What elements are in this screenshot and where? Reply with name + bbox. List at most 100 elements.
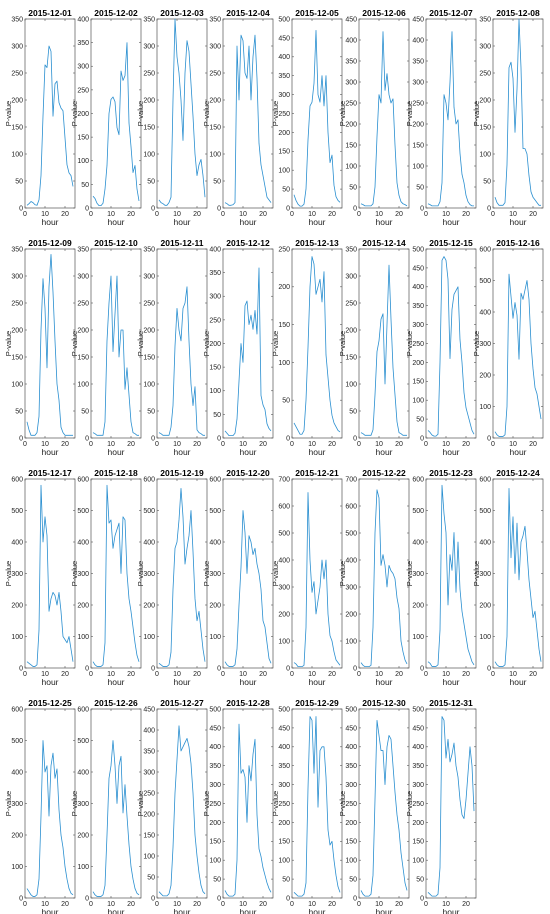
y-tick-label: 50 bbox=[213, 178, 221, 185]
y-axis-label: P-value bbox=[338, 331, 347, 356]
y-tick-label: 200 bbox=[11, 832, 23, 839]
plot-frame bbox=[425, 478, 477, 669]
y-tick-label: 500 bbox=[412, 246, 424, 253]
x-axis-label: hour bbox=[239, 217, 256, 227]
y-tick-label: 400 bbox=[77, 539, 89, 546]
panel-title: 2015-12-20 bbox=[226, 468, 270, 478]
y-axis-label: P-value bbox=[70, 791, 79, 816]
x-tick-label: 20 bbox=[259, 901, 267, 908]
y-tick-label: 500 bbox=[278, 16, 290, 23]
y-tick-label: 150 bbox=[209, 365, 221, 372]
y-axis-label: P-value bbox=[338, 101, 347, 126]
series-line bbox=[360, 489, 408, 668]
panel-title: 2015-12-09 bbox=[28, 238, 72, 248]
x-tick-label: 0 bbox=[89, 901, 93, 908]
y-axis-label: P-value bbox=[136, 791, 145, 816]
y-tick-label: 400 bbox=[345, 37, 357, 44]
series-line bbox=[26, 484, 74, 667]
y-tick-label: 300 bbox=[278, 92, 290, 99]
y-tick-label: 50 bbox=[147, 178, 155, 185]
plot-frame bbox=[222, 478, 274, 669]
y-tick-label: 200 bbox=[412, 820, 424, 827]
y-tick-label: 150 bbox=[345, 142, 357, 149]
y-tick-label: 300 bbox=[143, 769, 155, 776]
panel-title: 2015-12-11 bbox=[160, 238, 203, 248]
y-tick-label: 150 bbox=[345, 354, 357, 361]
x-tick-label: 0 bbox=[23, 901, 27, 908]
y-tick-label: 500 bbox=[143, 508, 155, 515]
y-tick-label: 250 bbox=[412, 801, 424, 808]
x-tick-label: 20 bbox=[127, 441, 135, 448]
y-tick-label: 500 bbox=[77, 738, 89, 745]
x-tick-label: 0 bbox=[155, 441, 159, 448]
y-tick-label: 100 bbox=[479, 404, 491, 411]
y-axis-label: P-value bbox=[338, 791, 347, 816]
y-tick-label: 0 bbox=[85, 665, 89, 672]
y-tick-label: 250 bbox=[77, 87, 89, 94]
y-tick-label: 300 bbox=[143, 571, 155, 578]
y-tick-label: 400 bbox=[345, 744, 357, 751]
y-axis-label: P-value bbox=[472, 561, 481, 586]
y-tick-label: 600 bbox=[11, 476, 23, 483]
y-tick-label: 200 bbox=[77, 327, 89, 334]
y-tick-label: 300 bbox=[412, 571, 424, 578]
x-tick-label: 0 bbox=[155, 901, 159, 908]
series-line bbox=[26, 253, 73, 436]
plot-frame bbox=[90, 248, 142, 439]
panel-title: 2015-12-23 bbox=[429, 468, 473, 478]
y-tick-label: 50 bbox=[282, 877, 290, 884]
y-tick-label: 100 bbox=[412, 634, 424, 641]
plot-frame bbox=[291, 18, 343, 209]
y-tick-label: 250 bbox=[412, 341, 424, 348]
y-tick-label: 100 bbox=[11, 381, 23, 388]
x-axis-label: hour bbox=[308, 447, 325, 457]
x-tick-label: 0 bbox=[357, 901, 361, 908]
x-axis-label: hour bbox=[442, 907, 459, 914]
y-tick-label: 200 bbox=[209, 341, 221, 348]
y-tick-label: 200 bbox=[77, 602, 89, 609]
y-tick-label: 300 bbox=[479, 341, 491, 348]
y-axis-label: P-value bbox=[202, 791, 211, 816]
x-tick-label: 20 bbox=[395, 671, 403, 678]
y-tick-label: 350 bbox=[77, 246, 89, 253]
y-tick-label: 0 bbox=[85, 895, 89, 902]
y-tick-label: 0 bbox=[286, 665, 290, 672]
y-tick-label: 350 bbox=[143, 16, 155, 23]
series-line bbox=[494, 273, 542, 437]
panel: 2015-12-11 0 50 100 150 200 250 300 350 0 10 20hour… bbox=[136, 238, 208, 457]
y-tick-label: 0 bbox=[217, 205, 221, 212]
x-tick-label: 0 bbox=[290, 901, 294, 908]
x-tick-label: 10 bbox=[442, 901, 450, 908]
y-tick-label: 200 bbox=[11, 97, 23, 104]
y-tick-label: 200 bbox=[479, 602, 491, 609]
series-line bbox=[26, 740, 74, 897]
x-tick-label: 0 bbox=[424, 671, 428, 678]
y-tick-label: 50 bbox=[416, 877, 424, 884]
x-tick-label: 20 bbox=[127, 211, 135, 218]
y-tick-label: 250 bbox=[345, 801, 357, 808]
y-tick-label: 100 bbox=[479, 634, 491, 641]
y-tick-label: 100 bbox=[143, 151, 155, 158]
y-tick-label: 150 bbox=[143, 124, 155, 131]
y-tick-label: 400 bbox=[479, 539, 491, 546]
x-tick-label: 10 bbox=[107, 901, 115, 908]
y-axis-label: P-value bbox=[271, 101, 280, 126]
y-tick-label: 150 bbox=[479, 124, 491, 131]
plot-frame bbox=[156, 248, 208, 439]
x-tick-label: 10 bbox=[173, 211, 181, 218]
y-tick-label: 500 bbox=[11, 738, 23, 745]
series-line bbox=[360, 719, 408, 897]
y-tick-label: 350 bbox=[345, 246, 357, 253]
x-axis-label: hour bbox=[442, 217, 459, 227]
panel: 2015-12-30050100150200250300350400450500… bbox=[338, 698, 410, 914]
y-axis-label: P-value bbox=[136, 331, 145, 356]
plot-frame bbox=[358, 248, 410, 439]
y-tick-label: 450 bbox=[209, 725, 221, 732]
series-line bbox=[427, 484, 475, 667]
panel: 2015-12-28050100150200250300350400450500… bbox=[202, 698, 274, 914]
y-tick-label: 50 bbox=[416, 417, 424, 424]
